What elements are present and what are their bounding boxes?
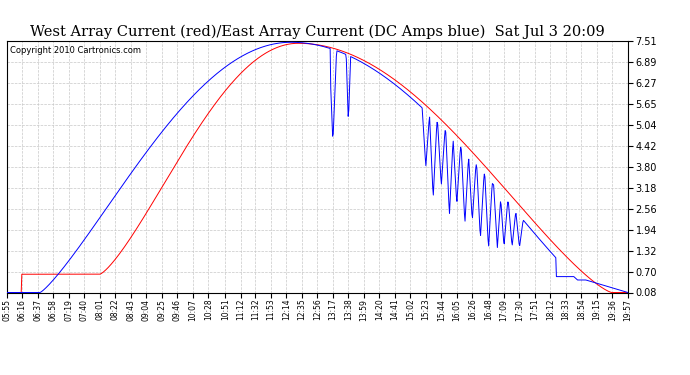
Title: West Array Current (red)/East Array Current (DC Amps blue)  Sat Jul 3 20:09: West Array Current (red)/East Array Curr…	[30, 24, 604, 39]
Text: Copyright 2010 Cartronics.com: Copyright 2010 Cartronics.com	[10, 46, 141, 55]
